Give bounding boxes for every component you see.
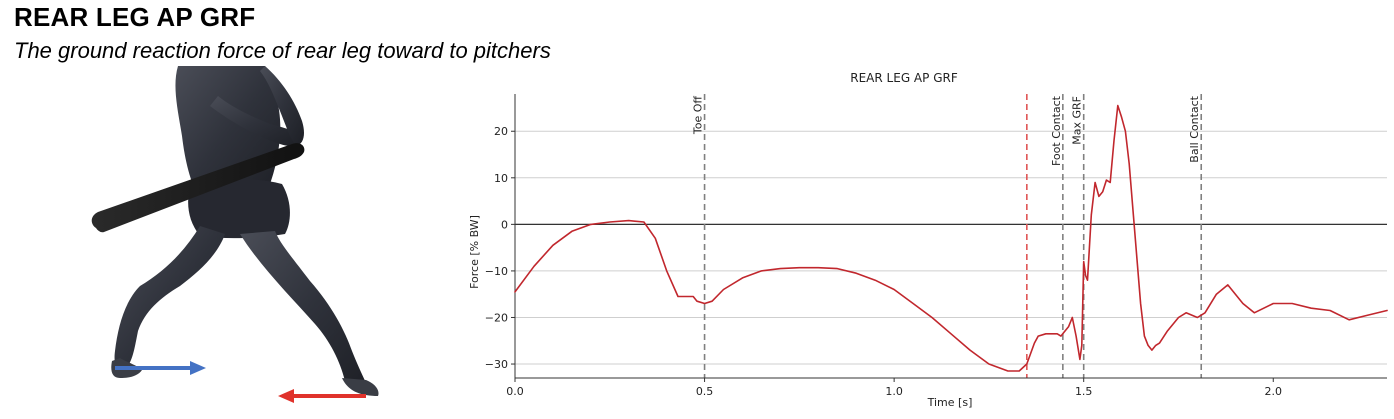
y-tick-label: −10 — [485, 265, 508, 278]
x-tick-label: 0.0 — [506, 385, 524, 398]
grf-chart: REAR LEG AP GRF Toe Off Foot Contact Max G… — [460, 66, 1394, 414]
event-label: Max GRF — [1071, 96, 1084, 145]
grf-chart-svg: REAR LEG AP GRF Toe Off Foot Contact Max G… — [468, 71, 1388, 409]
event-label: Foot Contact — [1050, 95, 1063, 166]
y-tick-label: −20 — [485, 311, 508, 324]
event-layer: Toe Off Foot Contact Max GRF Ball Contact — [692, 94, 1203, 378]
x-tick-label: 1.5 — [1075, 385, 1093, 398]
event-label: Ball Contact — [1188, 95, 1201, 162]
batter-figure — [60, 66, 420, 412]
y-tick-label: 20 — [494, 125, 508, 138]
x-tick-label: 1.0 — [885, 385, 903, 398]
y-tick-label: 0 — [501, 218, 508, 231]
event-label: Toe Off — [692, 96, 705, 136]
axis-layer: −30 −20 −10 0 10 20 0.0 0.5 1.0 1.5 2.0 — [485, 94, 1387, 398]
grf-series-line — [514, 104, 1388, 372]
grid-layer — [515, 130, 1387, 365]
batter-icon — [91, 66, 379, 403]
page-subtitle: The ground reaction force of rear leg to… — [14, 38, 551, 63]
page-title: REAR LEG AP GRF — [14, 2, 256, 32]
line-layer — [514, 104, 1388, 372]
x-tick-label: 0.5 — [696, 385, 714, 398]
y-tick-label: 10 — [494, 172, 508, 185]
x-axis-label: Time [s] — [927, 396, 973, 409]
y-axis-label: Force [% BW] — [468, 215, 481, 289]
y-tick-label: −30 — [485, 358, 508, 371]
chart-title: REAR LEG AP GRF — [850, 71, 958, 85]
x-tick-label: 2.0 — [1265, 385, 1283, 398]
